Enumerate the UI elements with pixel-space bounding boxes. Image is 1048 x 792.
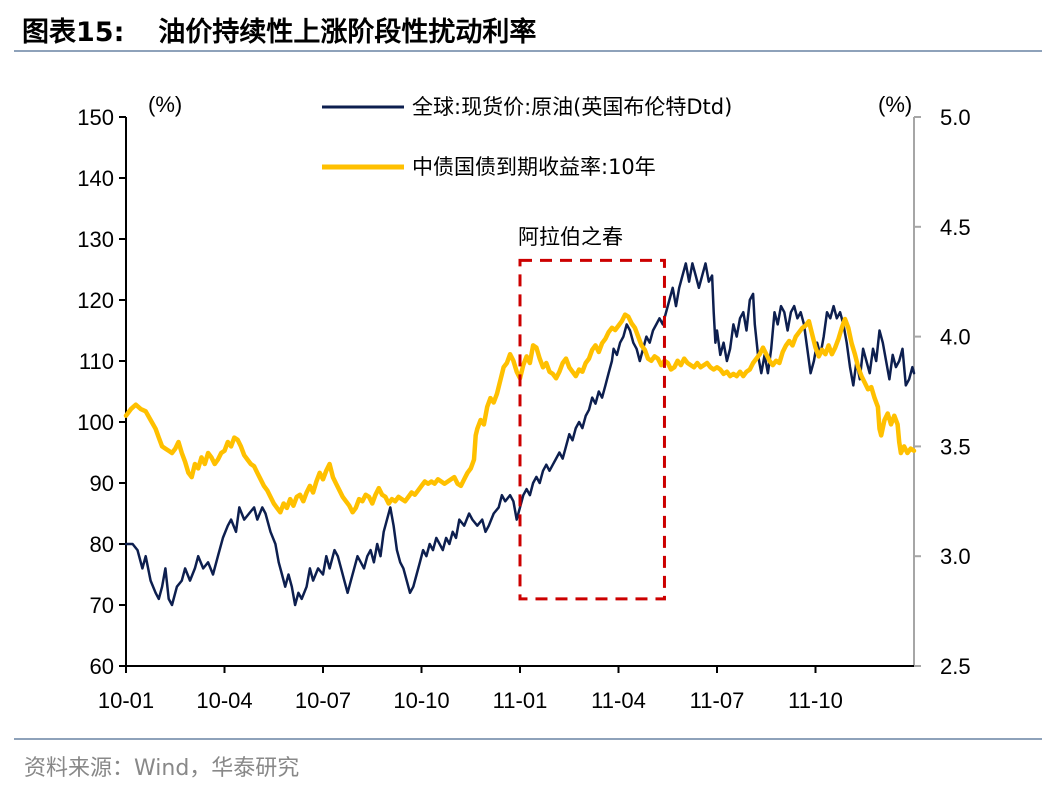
x-tick-label: 11-04 [591,688,646,713]
left-tick-label: 120 [77,288,114,313]
x-tick-label: 11-07 [690,688,745,713]
x-tick-label: 10-04 [196,688,252,713]
dual-axis-line-chart: 60 70 80 90 100 110 120 130 140 150 2.5 3.0 3.5 4.0 4… [77,92,971,713]
source-note: 资料来源：Wind，华泰研究 [24,756,300,781]
china-10y-yield-line [123,312,917,515]
left-tick-label: 80 [90,532,114,557]
left-tick-label: 150 [77,105,114,130]
plot-area [123,258,917,607]
left-tick-label: 140 [77,166,114,191]
right-tick-label: 5.0 [940,105,971,130]
x-tick-label: 11-01 [493,688,548,713]
left-tick-label: 90 [90,471,114,496]
right-axis-unit-label: (%) [878,92,912,117]
left-y-axis: 60 70 80 90 100 110 120 130 140 150 [77,105,127,679]
right-tick-label: 3.0 [940,544,971,569]
x-axis: 10-01 10-04 10-07 10-10 11-01 11-04 11-07 11-10 [98,665,914,713]
bottom-divider [14,738,1042,740]
left-tick-label: 60 [90,654,114,679]
legend-label-bond-yield: 中债国债到期收益率:10年 [412,155,656,179]
left-tick-label: 70 [90,593,114,618]
top-divider [14,50,1042,52]
right-tick-label: 3.5 [940,434,971,459]
right-y-axis: 2.5 3.0 3.5 4.0 4.5 5.0 [913,105,971,679]
left-tick-label: 110 [79,349,114,374]
arab-spring-annotation-label: 阿拉伯之春 [518,225,623,249]
x-tick-label: 10-10 [393,688,449,713]
x-tick-label: 10-01 [98,688,154,713]
chart-legend: 全球:现货价:原油(英国布伦特Dtd) 中债国债到期收益率:10年 [322,95,732,179]
left-tick-label: 130 [77,227,114,252]
left-tick-label: 100 [77,410,114,435]
legend-label-brent: 全球:现货价:原油(英国布伦特Dtd) [412,95,732,119]
arab-spring-dashed-box [518,258,666,601]
brent-oil-price-line [124,262,916,607]
x-tick-label: 10-07 [295,688,351,713]
right-tick-label: 4.5 [940,215,971,240]
right-tick-label: 2.5 [940,654,971,679]
left-axis-unit-label: (%) [148,92,182,117]
figure-number: 图表15: [22,17,125,48]
x-tick-label: 11-10 [788,688,843,713]
figure-title: 图表15: 油价持续性上涨阶段性扰动利率 [22,10,536,49]
figure-title-text: 油价持续性上涨阶段性扰动利率 [158,17,537,48]
right-tick-label: 4.0 [940,325,971,350]
